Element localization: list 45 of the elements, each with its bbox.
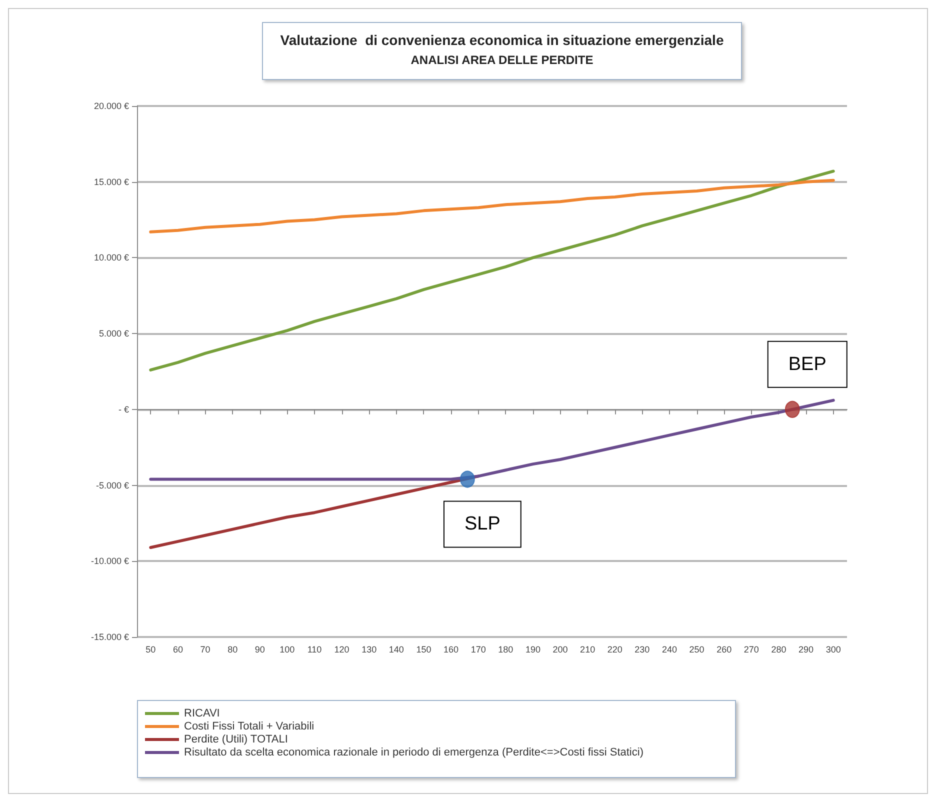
y-tick-label: 5.000 € — [98, 328, 129, 339]
x-tick-label: 290 — [798, 644, 814, 654]
y-tick-label: -15.000 € — [90, 632, 129, 642]
y-tick-label: -10.000 € — [90, 556, 129, 566]
legend-label: Perdite (Utili) TOTALI — [184, 734, 288, 746]
x-tick-label: 50 — [146, 644, 156, 654]
x-tick-label: 70 — [200, 644, 210, 654]
annotation: BEP — [788, 354, 826, 375]
x-tick-label: 130 — [362, 644, 377, 654]
x-tick-label: 60 — [172, 644, 183, 654]
x-tick-label: 160 — [444, 644, 459, 654]
legend-label: Risultato da scelta economica razionale in periodo di emergenza (Perdite<=>Costi fissi Statici) — [184, 746, 644, 758]
legend-label: Costi Fissi Totali + Variabili — [184, 720, 314, 732]
y-tick-label: - € — [118, 404, 129, 414]
y-tick-label: 15.000 € — [94, 176, 129, 187]
x-tick-label: 170 — [470, 644, 486, 654]
x-tick-label: 120 — [334, 644, 350, 654]
x-tick-label: 300 — [826, 644, 841, 654]
x-tick-label: 90 — [254, 644, 265, 654]
x-tick-label: 150 — [416, 644, 432, 654]
line-series — [149, 178, 835, 234]
x-tick-label: 140 — [388, 644, 404, 654]
chart-subtitle: ANALISI AREA DELLE PERDITE — [410, 52, 594, 69]
x-tick-label: 220 — [607, 644, 622, 654]
x-tick-label: 180 — [498, 644, 514, 654]
line-series — [149, 398, 835, 481]
x-tick-label: 210 — [580, 644, 596, 654]
x-tick-label: 240 — [662, 644, 678, 654]
chart-title: Valutazione di convenienza economica in situazione emergenziale — [279, 31, 725, 50]
y-tick-label: 10.000 € — [94, 252, 129, 263]
x-tick-label: 190 — [525, 644, 540, 654]
y-tick-label: 20.000 € — [94, 101, 129, 111]
x-tick-label: 270 — [744, 644, 759, 654]
x-tick-label: 110 — [307, 644, 322, 654]
line-series — [149, 170, 835, 372]
x-tick-label: 280 — [771, 644, 786, 654]
x-tick-label: 100 — [280, 644, 295, 654]
y-tick-label: -5.000 € — [96, 480, 129, 490]
x-tick-label: 80 — [228, 644, 238, 654]
x-tick-label: 260 — [716, 644, 732, 654]
x-tick-label: 250 — [689, 644, 704, 654]
x-tick-label: 200 — [552, 644, 568, 654]
annotation: SLP — [464, 514, 500, 535]
legend-label: RICAVI — [184, 708, 220, 720]
x-tick-label: 230 — [634, 644, 650, 654]
